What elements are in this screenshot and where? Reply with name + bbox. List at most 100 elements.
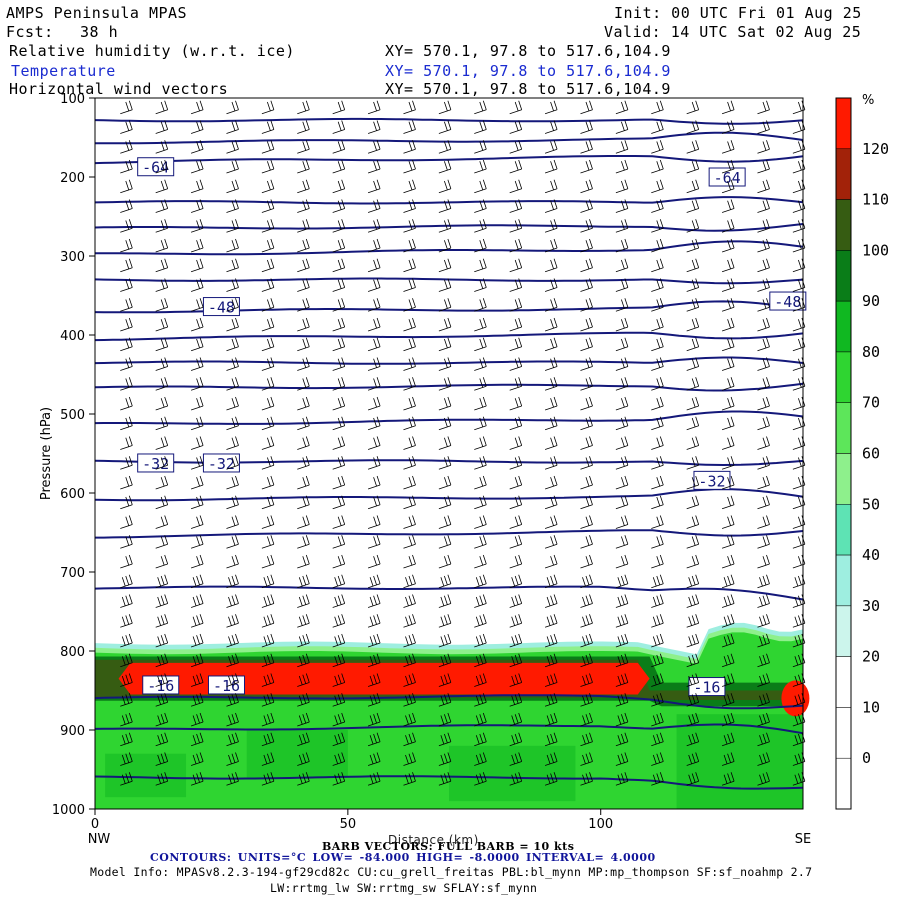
wind-barb-flag: [766, 100, 770, 110]
wind-barb-flag: [479, 654, 484, 665]
wind-barb: [651, 554, 664, 569]
wind-barb-flag: [621, 259, 625, 270]
wind-barb-flag: [762, 220, 767, 230]
wind-barb-flag: [408, 437, 413, 447]
wind-barb-flag: [730, 357, 735, 367]
wind-barb: [120, 633, 133, 648]
wind-barb-flag: [125, 338, 130, 349]
wind-barb-staff: [757, 326, 770, 332]
wind-barb: [544, 396, 558, 411]
wind-barb-flag: [444, 338, 448, 349]
wind-barb-staff: [120, 267, 133, 273]
wind-barb-flag: [125, 575, 130, 586]
wind-barb-flag: [766, 752, 770, 762]
wind-barb-staff: [332, 366, 345, 371]
wind-barb: [403, 732, 416, 747]
wind-barb-flag: [447, 673, 452, 683]
wind-barb-flag: [585, 536, 590, 546]
wind-barb: [261, 179, 275, 194]
wind-barb: [367, 357, 381, 371]
wind-barb-flag: [582, 715, 586, 725]
wind-barb-flag: [727, 259, 731, 270]
wind-barb-flag: [656, 200, 661, 210]
wind-barb-flag: [373, 753, 377, 763]
wind-barb-flag: [727, 773, 731, 783]
wind-barb-flag: [550, 694, 554, 704]
contour-label: -32: [202, 453, 240, 473]
wind-barb-flag: [762, 180, 767, 191]
wind-barb-staff: [403, 445, 416, 450]
wind-barb-staff: [367, 622, 381, 628]
wind-barb-flag: [589, 357, 593, 367]
wind-barb-flag: [723, 636, 728, 646]
wind-barb-flag: [373, 575, 377, 586]
wind-barb-flag: [369, 675, 374, 686]
wind-barb-flag: [475, 695, 480, 705]
wind-barb-staff: [155, 622, 168, 628]
wind-barb-flag: [341, 614, 346, 624]
wind-barb-flag: [798, 121, 802, 131]
wind-barb-flag: [798, 714, 802, 724]
wind-barb-staff: [438, 622, 452, 628]
wind-barb-staff: [438, 642, 452, 648]
wind-barb-flag: [231, 358, 236, 368]
wind-barb-flag: [447, 100, 452, 110]
wind-barb-staff: [367, 504, 381, 510]
wind-barb-flag: [479, 279, 484, 289]
wind-barb-staff: [509, 780, 522, 786]
wind-barb: [544, 673, 558, 687]
wind-barb-flag: [589, 278, 593, 288]
wind-barb-flag: [582, 735, 586, 745]
wind-barb-flag: [373, 635, 377, 645]
wind-barb-staff: [155, 306, 168, 312]
wind-barb-flag: [231, 654, 236, 665]
wind-barb-flag: [624, 377, 629, 387]
wind-barb-flag: [231, 319, 236, 329]
wind-barb-flag: [475, 675, 480, 686]
wind-barb: [261, 298, 275, 312]
wind-barb-flag: [553, 594, 558, 604]
wind-barb: [367, 495, 381, 510]
wind-barb-flag: [128, 159, 133, 170]
wind-barb-staff: [686, 741, 699, 747]
wind-barb: [297, 377, 310, 391]
wind-barb: [367, 574, 381, 589]
wind-barb-flag: [125, 753, 130, 763]
wind-barb: [261, 357, 275, 371]
wind-barb-flag: [550, 398, 554, 408]
wind-barb-flag: [624, 535, 629, 545]
wind-barb-flag: [305, 317, 310, 328]
wind-barb-flag: [447, 199, 452, 209]
wind-barb-flag: [482, 653, 487, 663]
wind-barb-flag: [659, 120, 664, 130]
wind-barb-flag: [730, 238, 735, 249]
wind-barb-flag: [196, 635, 200, 645]
wind-barb-flag: [447, 298, 452, 308]
wind-barb-staff: [580, 168, 593, 174]
wind-barb: [261, 614, 275, 628]
wind-barb-flag: [656, 516, 661, 526]
wind-barb-flag: [160, 299, 165, 309]
wind-barb-staff: [615, 583, 629, 589]
wind-barb-flag: [199, 258, 204, 268]
wind-barb-flag: [444, 457, 448, 467]
wind-barb-flag: [762, 733, 767, 744]
wind-barb-flag: [199, 159, 204, 170]
wind-barb-flag: [659, 673, 664, 683]
wind-barb-flag: [160, 338, 165, 349]
wind-barb: [155, 554, 169, 569]
wind-barb-flag: [405, 675, 409, 686]
wind-barb-flag: [164, 416, 169, 426]
wind-barb-flag: [199, 732, 204, 742]
wind-barb: [615, 100, 629, 115]
wind-barb-staff: [120, 662, 133, 668]
wind-barb-flag: [408, 398, 413, 408]
wind-barb-flag: [337, 516, 342, 526]
wind-barb: [226, 594, 239, 608]
wind-barb-flag: [302, 220, 307, 230]
wind-barb-staff: [261, 484, 275, 490]
wind-barb: [757, 495, 770, 510]
wind-barb-flag: [369, 715, 374, 725]
wind-barb-flag: [621, 714, 625, 724]
